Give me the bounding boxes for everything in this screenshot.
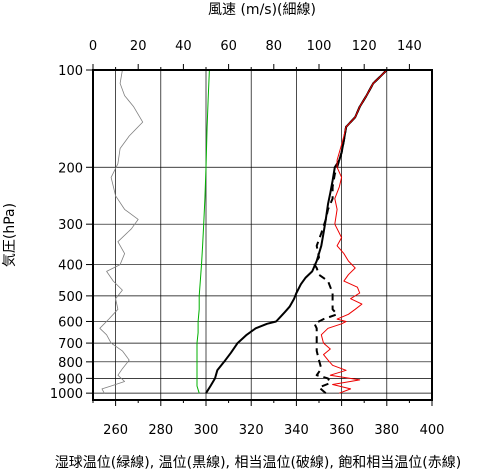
y-tick-label: 900 [58, 372, 83, 387]
y-tick-label: 1000 [50, 387, 83, 402]
y-tick-label: 800 [58, 356, 83, 371]
bottom-axis-title: 湿球温位(緑線), 温位(黒線), 相当温位(破線), 飽和相当温位(赤線) [55, 454, 461, 471]
bottom-tick-label: 400 [420, 423, 445, 438]
bottom-tick-label: 320 [239, 423, 264, 438]
top-tick-label: 40 [175, 39, 192, 54]
top-tick-label: 120 [352, 39, 377, 54]
top-tick-label: 20 [130, 39, 147, 54]
series-line-4 [320, 69, 388, 394]
bottom-tick-label: 280 [148, 423, 173, 438]
series-line-1 [196, 69, 210, 394]
plot-frame [92, 69, 433, 401]
y-axis-title: 気圧(hPa) [2, 203, 18, 267]
y-tick-label: 100 [58, 64, 83, 79]
y-tick-label: 400 [58, 259, 83, 274]
series-line-0 [99, 69, 144, 394]
top-tick-label: 0 [89, 39, 97, 54]
series-group [99, 69, 388, 394]
top-tick-label: 140 [397, 39, 422, 54]
series-line-3 [313, 69, 388, 394]
bottom-tick-label: 260 [103, 423, 128, 438]
bottom-tick-label: 340 [284, 423, 309, 438]
top-tick-label: 100 [307, 39, 332, 54]
y-tick-label: 200 [58, 161, 83, 176]
bottom-tick-label: 380 [374, 423, 399, 438]
y-tick-label: 500 [58, 290, 83, 305]
top-tick-label: 80 [266, 39, 283, 54]
bottom-tick-label: 360 [329, 423, 354, 438]
y-tick-label: 300 [58, 218, 83, 233]
y-tick-label: 700 [58, 337, 83, 352]
top-tick-label: 60 [220, 39, 237, 54]
top-axis-title: 風速 (m/s)(細線) [208, 2, 316, 18]
y-tick-label: 600 [58, 315, 83, 330]
bottom-tick-label: 300 [194, 423, 219, 438]
